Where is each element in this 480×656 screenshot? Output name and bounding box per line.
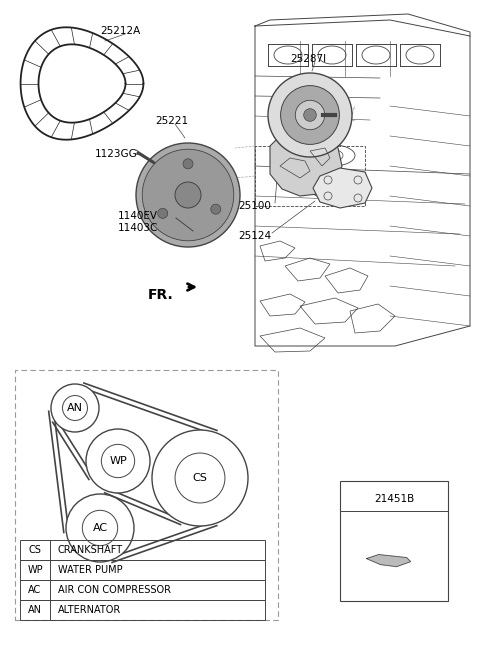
Circle shape [295,100,324,130]
Bar [20,540,265,560]
Text: AC: AC [93,523,108,533]
Polygon shape [367,554,410,567]
Text: 21451B: 21451B [374,494,414,504]
Text: AIR CON COMPRESSOR: AIR CON COMPRESSOR [58,585,171,595]
Text: WATER PUMP: WATER PUMP [58,565,122,575]
Bar [20,600,265,620]
Text: ALTERNATOR: ALTERNATOR [58,605,121,615]
Circle shape [83,510,118,546]
Text: 25212A: 25212A [100,26,140,36]
Circle shape [211,204,221,214]
Text: WP: WP [109,456,127,466]
Circle shape [152,430,248,526]
Polygon shape [270,128,342,196]
Circle shape [281,85,339,144]
Circle shape [51,384,99,432]
Bar [340,481,448,601]
Text: AN: AN [28,605,42,615]
Circle shape [101,444,134,478]
Circle shape [142,150,234,241]
Bar [255,146,365,206]
Bar [15,370,278,620]
Text: 25221: 25221 [155,116,188,126]
Text: 25124: 25124 [238,231,271,241]
Text: 11403C: 11403C [118,223,158,233]
Circle shape [158,209,168,218]
Text: CRANKSHAFT: CRANKSHAFT [58,545,123,555]
Text: CS: CS [192,473,207,483]
Circle shape [62,396,87,420]
Text: 25100: 25100 [238,201,271,211]
Circle shape [86,429,150,493]
Text: WP: WP [27,565,43,575]
Circle shape [66,494,134,562]
Polygon shape [313,168,372,208]
Text: AN: AN [67,403,83,413]
Circle shape [268,73,352,157]
Text: AC: AC [28,585,42,595]
Text: CS: CS [29,545,41,555]
Text: 1123GG: 1123GG [95,149,138,159]
Circle shape [304,109,316,121]
Bar [20,580,265,600]
Text: 25287I: 25287I [290,54,326,64]
Circle shape [175,453,225,503]
Text: 1140EV: 1140EV [118,211,158,221]
Text: FR.: FR. [148,288,174,302]
Circle shape [183,159,193,169]
Bar [20,560,265,580]
Circle shape [136,143,240,247]
Circle shape [175,182,201,208]
